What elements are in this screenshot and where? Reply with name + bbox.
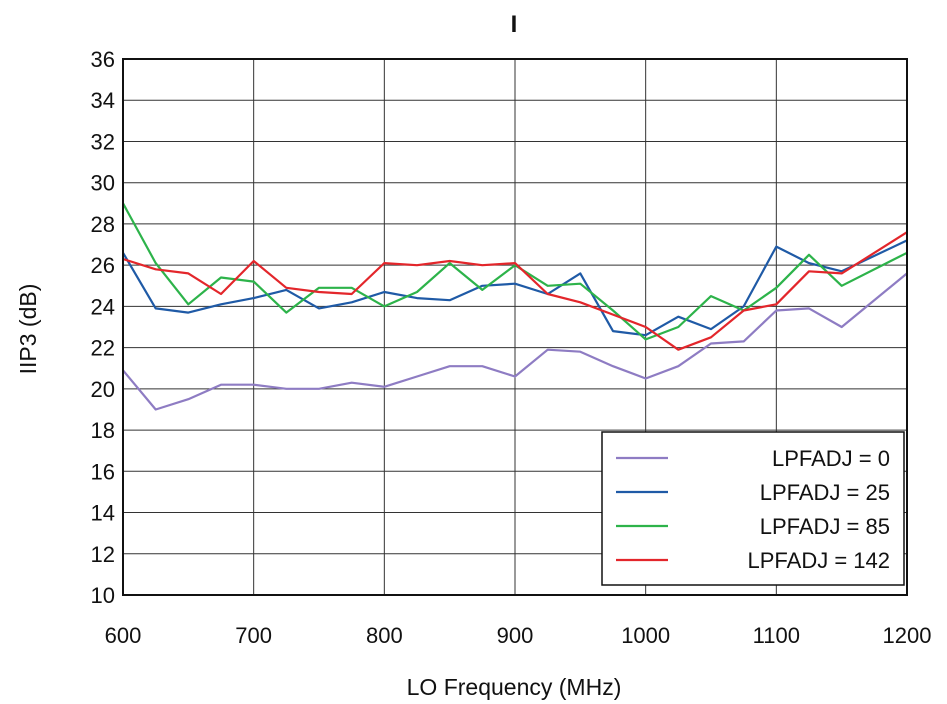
series-lines <box>122 202 908 411</box>
y-tick-label: 30 <box>91 171 115 196</box>
series-line-1 <box>122 272 908 411</box>
series-line-4 <box>122 231 908 351</box>
y-tick-label: 12 <box>91 542 115 567</box>
y-tick-label: 14 <box>91 501 115 526</box>
y-tick-label: 36 <box>91 47 115 72</box>
x-tick-label: 700 <box>235 623 272 648</box>
series-line-2 <box>122 239 908 337</box>
legend-label-3: LPFADJ = 85 <box>760 514 890 539</box>
legend-label-4: LPFADJ = 142 <box>748 548 890 573</box>
legend: LPFADJ = 0 LPFADJ = 25 LPFADJ = 85 LPFADJ =… <box>601 431 905 586</box>
x-tick-labels: 600 700 800 900 1000 1100 1200 <box>105 623 932 648</box>
x-tick-label: 1100 <box>753 623 800 648</box>
legend-label-2: LPFADJ = 25 <box>760 480 890 505</box>
y-tick-label: 24 <box>91 294 115 319</box>
y-tick-labels: 10 12 14 16 18 20 22 24 26 28 30 32 34 36 <box>91 47 115 608</box>
y-tick-label: 20 <box>91 377 115 402</box>
y-tick-label: 28 <box>91 212 115 237</box>
y-tick-label: 32 <box>91 129 115 154</box>
x-tick-label: 1000 <box>621 623 670 648</box>
chart-title: I <box>511 11 518 38</box>
y-tick-label: 18 <box>91 418 115 443</box>
y-axis-label: IIP3 (dB) <box>15 284 41 375</box>
x-tick-label: 900 <box>497 623 534 648</box>
y-tick-label: 16 <box>91 459 115 484</box>
y-tick-label: 22 <box>91 336 115 361</box>
y-tick-label: 34 <box>91 88 115 113</box>
y-tick-label: 26 <box>91 253 115 278</box>
x-tick-label: 800 <box>366 623 403 648</box>
series-line-3 <box>122 202 908 341</box>
y-tick-label: 10 <box>91 583 115 608</box>
legend-label-1: LPFADJ = 0 <box>772 446 890 471</box>
x-axis-label: LO Frequency (MHz) <box>407 674 622 700</box>
x-tick-label: 600 <box>105 623 142 648</box>
plot-frame <box>122 58 908 596</box>
x-tick-label: 1200 <box>883 623 932 648</box>
